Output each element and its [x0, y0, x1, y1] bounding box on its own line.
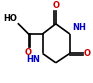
Text: O: O — [84, 49, 91, 58]
Text: HO: HO — [4, 14, 18, 23]
Text: HN: HN — [26, 55, 40, 64]
Text: O: O — [25, 48, 32, 57]
Text: O: O — [52, 1, 59, 10]
Text: NH: NH — [72, 23, 86, 32]
